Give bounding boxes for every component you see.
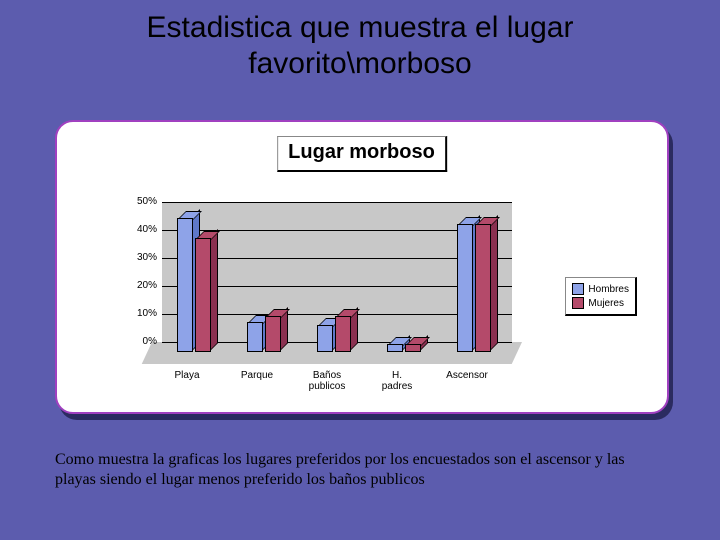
legend-item-hombres: Hombres [572,282,629,296]
y-tick-label: 10% [102,308,157,319]
legend: Hombres Mujeres [565,277,637,316]
legend-label-hombres: Hombres [588,284,629,295]
bar-mujeres-3 [405,339,426,352]
bar-stage [162,202,512,342]
y-tick-label: 40% [102,224,157,235]
bar-mujeres-4 [475,219,496,352]
chart-card: Lugar morboso 0% 10% 20% 30% 40% 50% Playa Par… [55,120,669,414]
y-tick-label: 20% [102,280,157,291]
x-axis-label: Ascensor [437,370,497,381]
x-axis-label: Playa [157,370,217,381]
slide: Estadistica que muestra el lugar favorit… [0,0,720,540]
x-axis-label: H.padres [367,370,427,392]
legend-swatch-hombres [572,283,584,295]
legend-label-mujeres: Mujeres [588,298,624,309]
chart-title: Lugar morboso [277,136,447,172]
bar-mujeres-1 [265,311,286,352]
slide-title: Estadistica que muestra el lugar favorit… [0,10,720,82]
caption-text: Como muestra la graficas los lugares pre… [55,450,665,490]
legend-swatch-mujeres [572,297,584,309]
x-axis-label: Bañospublicos [297,370,357,392]
title-line-2: favorito\morboso [248,47,471,80]
x-axis-label: Parque [227,370,287,381]
plot-area: 0%10%20%30%40%50% PlayaParqueBañospublic… [102,202,512,382]
y-tick-label: 50% [102,196,157,207]
y-tick-label: 0% [102,336,157,347]
title-line-1: Estadistica que muestra el lugar [147,11,574,44]
legend-item-mujeres: Mujeres [572,296,629,310]
y-tick-label: 30% [102,252,157,263]
bar-mujeres-2 [335,311,356,352]
bar-mujeres-0 [195,233,216,352]
